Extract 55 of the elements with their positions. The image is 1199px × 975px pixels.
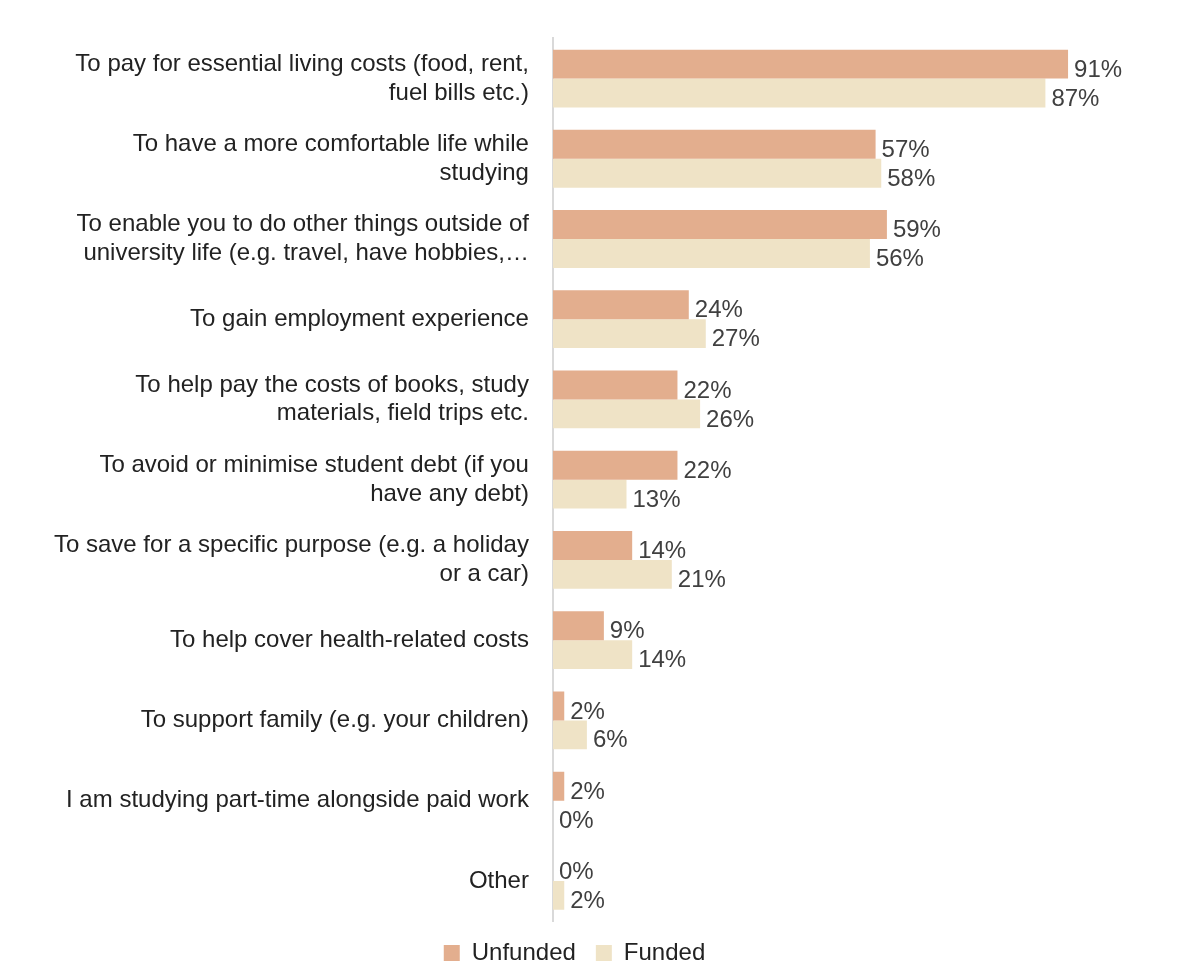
bar	[552, 158, 882, 188]
legend-label: Funded	[623, 937, 706, 965]
y-tick-label: To avoid or minimise student debt (if you have any debt)	[99, 449, 529, 506]
bar	[552, 611, 604, 641]
data-label: 57%	[881, 134, 930, 162]
y-tick-label: To help cover health-related costs	[170, 624, 529, 652]
bar	[552, 720, 587, 750]
bar	[552, 129, 876, 159]
data-label: 0%	[558, 857, 594, 885]
bar	[552, 771, 565, 801]
data-label: 56%	[875, 244, 924, 272]
bar	[552, 640, 633, 670]
bar	[552, 559, 672, 589]
data-label: 2%	[570, 696, 605, 724]
y-tick-label: I am studying part-time alongside paid work	[66, 785, 530, 813]
data-label: 13%	[632, 484, 681, 512]
data-label: 2%	[570, 776, 605, 804]
y-tick-label: To pay for essential living costs (food, rent, fuel bills etc.)	[75, 48, 529, 105]
data-label: 22%	[683, 375, 732, 403]
bar	[552, 450, 678, 480]
data-label: 14%	[638, 536, 687, 564]
bar	[552, 880, 565, 910]
data-label: 9%	[609, 616, 645, 644]
data-label: 14%	[638, 645, 687, 673]
data-label: 21%	[677, 565, 726, 592]
data-label: 26%	[706, 404, 755, 432]
data-label: 58%	[887, 163, 936, 191]
y-tick-label: To gain employment experience	[190, 303, 529, 331]
data-label: 87%	[1051, 83, 1100, 111]
data-label: 91%	[1074, 54, 1123, 82]
data-label: 24%	[694, 295, 743, 323]
bar	[552, 399, 701, 429]
y-tick-label: To enable you to do other things outside of university life (e.g. travel, have hobbies,…	[76, 209, 530, 266]
bar	[552, 370, 678, 400]
bar	[552, 479, 627, 509]
bar	[552, 319, 706, 349]
legend-label: Unfunded	[471, 937, 576, 965]
bar	[552, 691, 565, 721]
bar	[552, 290, 689, 320]
y-tick-label: To save for a specific purpose (e.g. a holiday or a car)	[53, 530, 529, 586]
y-tick-label: To support family (e.g. your children)	[140, 705, 529, 733]
bar	[552, 78, 1046, 108]
data-label: 2%	[570, 885, 605, 913]
bar	[552, 49, 1069, 79]
bar	[552, 238, 870, 268]
y-tick-label: Other	[468, 865, 529, 893]
data-label: 27%	[711, 324, 760, 352]
y-tick-label: To have a more comfortable life while studying	[132, 128, 529, 185]
data-label: 59%	[892, 215, 941, 243]
data-label: 22%	[683, 455, 732, 483]
bar	[552, 210, 887, 239]
data-label: 6%	[592, 725, 628, 753]
y-tick-label: To help pay the costs of books, study materials, field trips etc.	[135, 369, 529, 426]
bar	[552, 531, 633, 560]
data-label: 0%	[558, 805, 594, 833]
